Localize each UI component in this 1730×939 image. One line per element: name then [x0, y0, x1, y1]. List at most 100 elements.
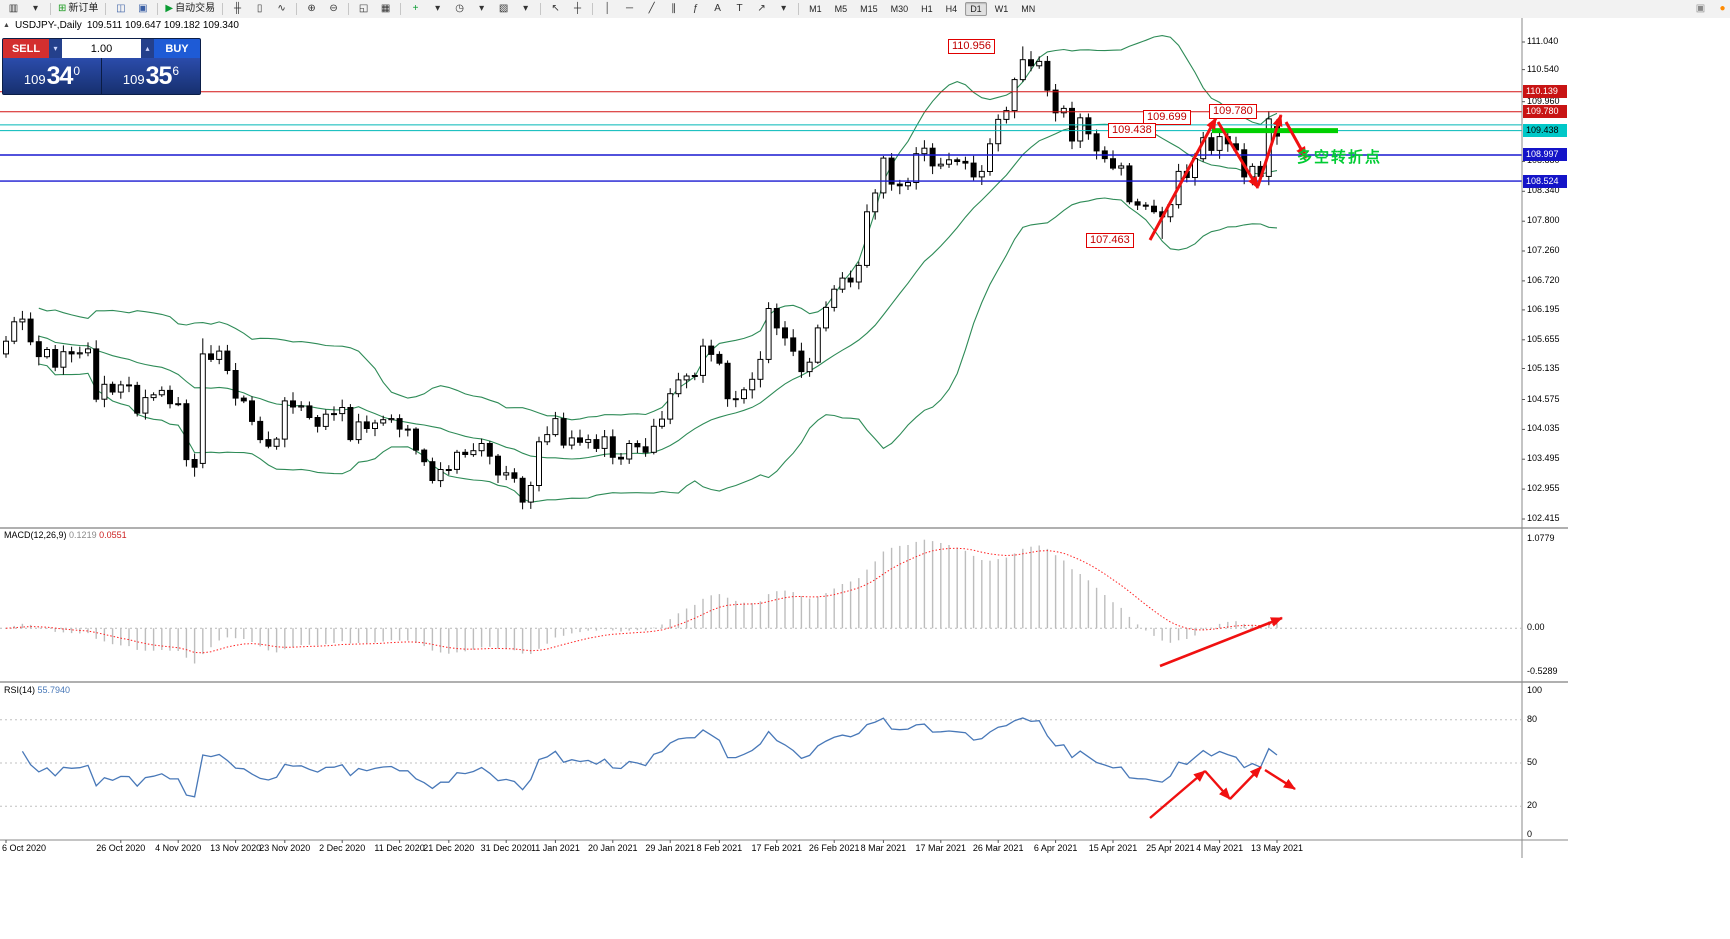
zoom-in-button[interactable]: ⊕	[301, 1, 322, 18]
timeframe-mn-button[interactable]: MN	[1021, 4, 1036, 14]
rsi-arrow[interactable]	[1229, 766, 1262, 800]
time-axis-label[interactable]: 17 Feb 2021	[751, 843, 803, 853]
text-label-button[interactable]: T	[729, 1, 750, 18]
rsi-arrow[interactable]	[1264, 768, 1296, 791]
time-axis-label[interactable]: 6 Oct 2020	[2, 843, 47, 853]
time-axis-label[interactable]: 26 Feb 2021	[808, 843, 860, 853]
toolbar-separator	[798, 3, 800, 15]
volume-increase-button[interactable]: ▴	[141, 39, 154, 58]
cursor-button[interactable]: ↖	[545, 1, 566, 18]
rsi-arrow[interactable]	[1204, 770, 1231, 800]
time-axis-label[interactable]: 8 Feb 2021	[696, 843, 743, 853]
price-axis-label: 109.960	[1527, 95, 1560, 106]
text-button[interactable]: A	[707, 1, 728, 18]
crosshair-button[interactable]: ┼	[567, 1, 588, 18]
trend-arrow[interactable]	[1148, 117, 1218, 241]
time-axis-label[interactable]: 26 Oct 2020	[96, 843, 146, 853]
chart-profile-button[interactable]: ▣	[1690, 1, 1711, 18]
horizontal-line-button[interactable]: ─	[619, 1, 640, 18]
time-axis-label[interactable]: 4 Nov 2020	[155, 843, 202, 853]
time-axis-label[interactable]: 2 Dec 2020	[319, 843, 366, 853]
time-axis-label[interactable]: 31 Dec 2020	[480, 843, 532, 853]
chart-area[interactable]: ▲ USDJPY-,Daily 109.511 109.647 109.182 …	[0, 18, 1571, 939]
equidistant-channel-button[interactable]: ∥	[663, 1, 684, 18]
data-window-button[interactable]: ▣	[132, 1, 153, 18]
trendline-button[interactable]: ╱	[641, 1, 662, 18]
chart-canvas[interactable]	[0, 18, 1568, 939]
time-axis-label[interactable]: 29 Jan 2021	[645, 843, 695, 853]
periods-button[interactable]: ◷	[449, 1, 470, 18]
time-axis-label[interactable]: 20 Jan 2021	[588, 843, 638, 853]
price-annotation[interactable]: 109.699	[1143, 110, 1191, 125]
templates-menu-button[interactable]: ▾	[515, 1, 536, 18]
arrows-tool-button[interactable]: ↗	[751, 1, 772, 18]
arrows-menu-button[interactable]: ▾	[773, 1, 794, 18]
buy-price-big: 35	[145, 61, 173, 90]
trend-arrow[interactable]	[1284, 121, 1308, 159]
new-chart-button[interactable]: ▥	[3, 1, 24, 18]
cascade-windows-button[interactable]: ▦	[375, 1, 396, 18]
timeframe-d1-button[interactable]: D1	[965, 2, 987, 16]
time-axis-label[interactable]: 13 May 2021	[1250, 843, 1304, 853]
auto-trading-label: 自动交易	[175, 3, 216, 14]
time-axis-label[interactable]: 25 Apr 2021	[1146, 843, 1195, 853]
volume-decrease-button[interactable]: ▾	[49, 39, 62, 58]
vertical-line-button[interactable]: │	[597, 1, 618, 18]
buy-price[interactable]: 109 35 6	[102, 58, 200, 94]
bar-chart-button[interactable]: ╫	[227, 1, 248, 18]
timeframe-m5-button[interactable]: M5	[834, 4, 848, 14]
zoom-out-button[interactable]: ⊖	[323, 1, 344, 18]
time-axis-label[interactable]: 17 Mar 2021	[915, 843, 967, 853]
trend-arrow[interactable]	[1256, 114, 1283, 187]
price-annotation[interactable]: 110.956	[948, 39, 995, 54]
indicators-menu-button[interactable]: ▾	[427, 1, 448, 18]
price-axis-label: 108.340	[1527, 185, 1560, 196]
notification-button[interactable]: ●	[1712, 1, 1730, 18]
toolbar-separator	[222, 3, 224, 15]
time-axis-label[interactable]: 15 Apr 2021	[1088, 843, 1138, 853]
market-watch-button[interactable]: ◫	[110, 1, 131, 18]
time-axis-label[interactable]: 4 May 2021	[1196, 843, 1244, 853]
time-axis-label[interactable]: 8 Mar 2021	[860, 843, 907, 853]
trend-arrow[interactable]	[1216, 121, 1260, 189]
time-axis-label[interactable]: 13 Nov 2020	[210, 843, 262, 853]
sell-button[interactable]: SELL	[3, 39, 49, 58]
volume-input[interactable]	[62, 39, 141, 58]
price-annotation[interactable]: 107.463	[1086, 233, 1134, 248]
buy-button[interactable]: BUY	[154, 39, 200, 58]
time-axis-label[interactable]: 23 Nov 2020	[259, 843, 311, 853]
timeframe-w1-button[interactable]: W1	[994, 4, 1009, 14]
timeframe-m1-button[interactable]: M1	[809, 4, 822, 14]
turning-point-label[interactable]: 多空转折点	[1297, 149, 1383, 166]
new-chart-menu-button[interactable]: ▾	[25, 1, 46, 18]
tile-windows-button[interactable]: ◱	[353, 1, 374, 18]
toolbar-separator	[296, 3, 298, 15]
timeframe-m15-button[interactable]: M15	[860, 4, 878, 14]
time-axis-label[interactable]: 21 Dec 2020	[423, 843, 475, 853]
zoom-in-icon: ⊕	[307, 3, 316, 14]
sell-price[interactable]: 109 34 0	[3, 58, 101, 94]
rsi-arrow[interactable]	[1149, 770, 1206, 819]
timeframe-m30-button[interactable]: M30	[890, 4, 909, 14]
time-axis-label[interactable]: 26 Mar 2021	[972, 843, 1024, 853]
price-axis-label: 102.955	[1527, 483, 1560, 494]
one-click-collapse-icon[interactable]: ▲	[3, 22, 10, 29]
line-chart-button[interactable]: ∿	[271, 1, 292, 18]
auto-trading-button[interactable]: ▶ 自动交易	[162, 1, 218, 18]
indicators-button[interactable]: +	[405, 1, 426, 18]
chart-header: ▲ USDJPY-,Daily 109.511 109.647 109.182 …	[3, 20, 239, 31]
time-axis-label[interactable]: 11 Dec 2020	[374, 843, 425, 853]
macd-arrow[interactable]	[1159, 616, 1283, 668]
price-annotation[interactable]: 109.438	[1108, 123, 1156, 138]
timeframe-h4-button[interactable]: H4	[945, 4, 958, 14]
periods-menu-button[interactable]: ▾	[471, 1, 492, 18]
candlestick-chart-button[interactable]: ▯	[249, 1, 270, 18]
price-annotation[interactable]: 109.780	[1209, 104, 1257, 119]
price-axis-label: 104.575	[1527, 393, 1560, 404]
timeframe-h1-button[interactable]: H1	[921, 4, 933, 14]
new-order-button[interactable]: ⊞ 新订单	[55, 1, 101, 18]
fibonacci-button[interactable]: ƒ	[685, 1, 706, 18]
time-axis-label[interactable]: 11 Jan 2021	[530, 843, 580, 853]
templates-button[interactable]: ▧	[493, 1, 514, 18]
time-axis-label[interactable]: 6 Apr 2021	[1033, 843, 1078, 853]
